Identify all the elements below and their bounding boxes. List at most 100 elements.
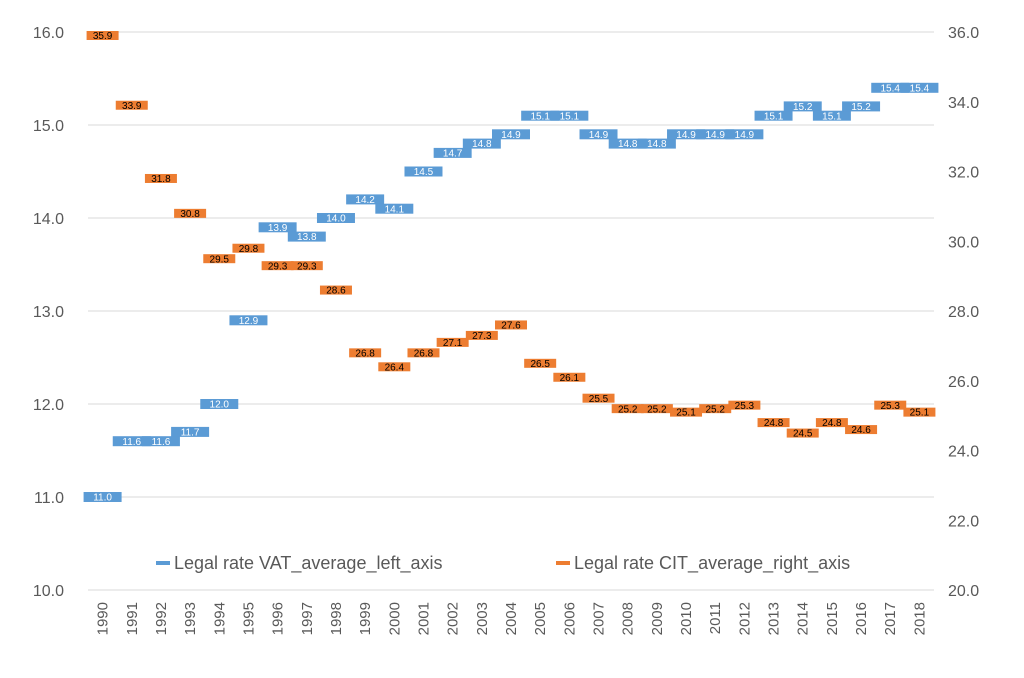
data-point-marker bbox=[670, 407, 703, 417]
data-label: 24.8 bbox=[822, 418, 842, 429]
data-point-marker bbox=[290, 261, 323, 271]
data-point-marker bbox=[258, 222, 297, 233]
data-label: 25.1 bbox=[910, 408, 930, 419]
data-label: 15.1 bbox=[530, 111, 550, 122]
x-tick-label: 1998 bbox=[328, 602, 345, 635]
data-label: 27.1 bbox=[443, 338, 463, 349]
data-label: 14.8 bbox=[472, 139, 492, 150]
data-point-marker bbox=[728, 400, 761, 410]
data-label: 14.9 bbox=[501, 130, 521, 141]
data-point-marker bbox=[171, 426, 210, 437]
series-marks: 11.0 11.6 11.6 11.7 12.0 12.9 13.9 13.8 14.0 14.2… bbox=[83, 30, 939, 504]
x-tick-label: 2013 bbox=[766, 602, 783, 635]
data-label: 26.1 bbox=[560, 373, 580, 384]
data-label: 26.8 bbox=[414, 348, 434, 359]
x-tick-label: 1990 bbox=[95, 602, 112, 635]
data-label: 11.6 bbox=[122, 437, 141, 448]
data-label: 14.7 bbox=[443, 149, 463, 160]
x-tick-label: 2009 bbox=[649, 602, 666, 635]
data-label: 27.3 bbox=[472, 331, 492, 342]
data-point-marker bbox=[842, 101, 881, 112]
data-point-marker bbox=[141, 436, 180, 447]
data-point-marker bbox=[550, 110, 589, 121]
right-tick-label: 34.0 bbox=[948, 95, 979, 112]
data-label: 11.6 bbox=[152, 437, 171, 448]
x-tick-label: 2003 bbox=[474, 602, 491, 635]
data-point-marker bbox=[812, 110, 851, 121]
data-label: 24.5 bbox=[793, 429, 813, 440]
legend: Legal rate VAT_average_left_axis Legal r… bbox=[156, 553, 850, 574]
data-point-marker bbox=[637, 138, 676, 149]
right-tick-label: 24.0 bbox=[948, 444, 979, 461]
data-point-marker bbox=[203, 254, 236, 264]
data-label: 24.8 bbox=[764, 418, 784, 429]
x-tick-label: 2018 bbox=[911, 602, 928, 635]
x-tick-label: 1995 bbox=[240, 602, 257, 635]
x-tick-label: 2006 bbox=[561, 602, 578, 635]
series-vat: 11.0 11.6 11.6 11.7 12.0 12.9 13.9 13.8 14.0 14.2… bbox=[83, 82, 939, 504]
data-label: 25.2 bbox=[618, 404, 638, 415]
right-tick-label: 26.0 bbox=[948, 374, 979, 391]
left-tick-label: 12.0 bbox=[33, 397, 64, 414]
x-tick-label: 2015 bbox=[824, 602, 841, 635]
left-tick-label: 11.0 bbox=[34, 490, 64, 507]
x-tick-label: 1999 bbox=[357, 602, 374, 635]
data-point-marker bbox=[287, 231, 326, 242]
data-point-marker bbox=[232, 243, 265, 253]
x-tick-label: 1997 bbox=[299, 602, 316, 635]
data-label: 11.7 bbox=[181, 428, 200, 439]
data-label: 29.8 bbox=[239, 244, 259, 255]
data-label: 25.2 bbox=[705, 404, 725, 415]
data-label: 31.8 bbox=[151, 174, 171, 185]
x-tick-label: 1991 bbox=[124, 602, 141, 635]
x-tick-label: 2005 bbox=[532, 602, 549, 635]
data-label: 25.3 bbox=[881, 401, 901, 412]
data-point-marker bbox=[261, 261, 294, 271]
x-tick-label: 2000 bbox=[386, 602, 403, 635]
data-point-marker bbox=[465, 330, 498, 340]
data-point-marker bbox=[378, 362, 411, 372]
x-tick-label: 1996 bbox=[270, 602, 287, 635]
data-point-marker bbox=[462, 138, 501, 149]
data-label: 15.4 bbox=[881, 83, 901, 94]
data-point-marker bbox=[725, 129, 764, 140]
data-label: 29.5 bbox=[210, 254, 230, 265]
data-label: 14.9 bbox=[676, 130, 696, 141]
x-tick-label: 1992 bbox=[153, 602, 170, 635]
x-axis-ticks: 1990 1991 1992 1993 1994 1995 1996 1997 1998 1999… bbox=[95, 602, 929, 635]
data-label: 13.8 bbox=[297, 232, 317, 243]
right-tick-label: 32.0 bbox=[948, 165, 979, 182]
data-label: 26.8 bbox=[355, 348, 375, 359]
data-label: 30.8 bbox=[180, 209, 200, 220]
data-label: 15.1 bbox=[822, 111, 842, 122]
data-label: 14.9 bbox=[589, 130, 609, 141]
data-label: 33.9 bbox=[122, 101, 142, 112]
data-point-marker bbox=[316, 213, 355, 223]
legend-label-cit: Legal rate CIT_average_right_axis bbox=[574, 553, 850, 574]
right-tick-label: 36.0 bbox=[948, 25, 979, 42]
data-point-marker bbox=[608, 138, 647, 149]
data-label: 25.1 bbox=[676, 408, 696, 419]
data-label: 15.2 bbox=[793, 102, 813, 113]
data-label: 14.8 bbox=[647, 139, 667, 150]
data-point-marker bbox=[874, 400, 907, 410]
data-point-marker bbox=[903, 407, 936, 417]
data-point-marker bbox=[815, 418, 848, 428]
data-point-marker bbox=[783, 101, 822, 112]
x-tick-label: 1993 bbox=[182, 602, 199, 635]
right-tick-label: 20.0 bbox=[948, 583, 979, 600]
data-point-marker bbox=[521, 110, 560, 121]
data-label: 27.6 bbox=[501, 321, 521, 332]
data-label: 26.5 bbox=[530, 359, 550, 370]
data-label: 28.6 bbox=[326, 286, 346, 297]
data-label: 15.2 bbox=[851, 102, 871, 113]
data-label: 35.9 bbox=[93, 31, 113, 42]
data-label: 14.5 bbox=[414, 167, 434, 178]
data-label: 25.3 bbox=[735, 401, 755, 412]
data-point-marker bbox=[349, 348, 382, 358]
data-label: 25.2 bbox=[647, 404, 667, 415]
data-point-marker bbox=[582, 393, 615, 403]
data-label: 14.8 bbox=[618, 139, 638, 150]
data-point-marker bbox=[757, 418, 790, 428]
